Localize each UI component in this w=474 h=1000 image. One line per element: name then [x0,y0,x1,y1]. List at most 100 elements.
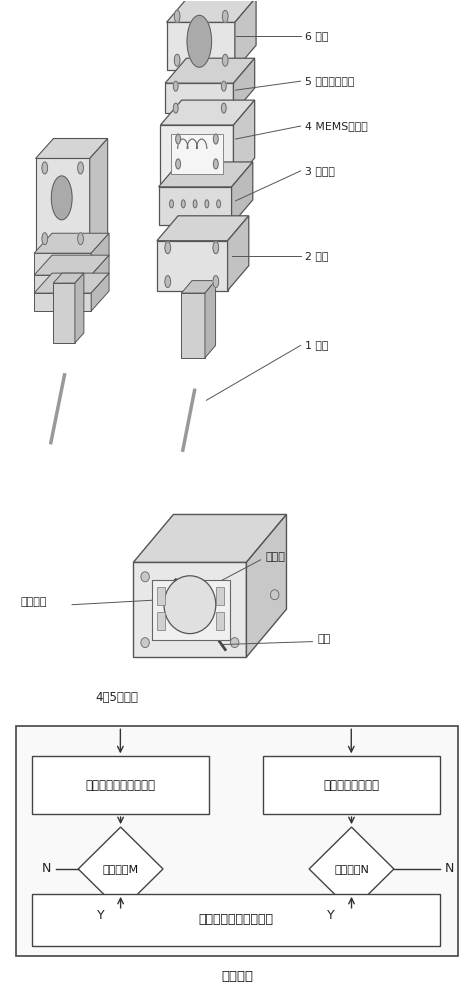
Polygon shape [78,827,163,911]
Polygon shape [91,255,109,293]
Circle shape [213,134,218,144]
Circle shape [221,81,226,91]
Polygon shape [34,273,109,293]
Polygon shape [34,233,109,253]
Polygon shape [234,58,255,113]
Circle shape [165,276,171,288]
Circle shape [42,233,47,245]
Polygon shape [157,216,249,241]
Bar [34,275,91,293]
Polygon shape [165,58,255,83]
Ellipse shape [271,590,279,600]
Circle shape [78,233,83,245]
Circle shape [221,103,226,113]
Bar [157,241,228,291]
Text: 是否大于N: 是否大于N [334,864,369,874]
Text: 是否大于M: 是否大于M [102,864,139,874]
Text: 监测陀螺仪倾角变化值: 监测陀螺仪倾角变化值 [85,779,155,792]
Polygon shape [232,162,253,225]
Text: Y: Y [328,909,335,922]
Polygon shape [234,100,255,183]
Ellipse shape [164,576,216,634]
Circle shape [170,200,173,208]
Polygon shape [90,139,108,253]
Bar [133,562,246,657]
Circle shape [205,200,209,208]
Bar [16,726,458,956]
Bar [34,253,91,275]
Bar [152,580,230,640]
Circle shape [173,81,178,91]
Bar [157,587,165,605]
Bar [182,293,205,358]
Text: 6 盖板: 6 盖板 [305,31,328,41]
Polygon shape [75,273,84,343]
Bar [171,134,223,174]
Circle shape [213,242,219,254]
Polygon shape [160,100,255,125]
Bar [166,22,235,70]
Text: Y: Y [97,909,104,922]
Bar [160,125,234,183]
Bar [165,83,234,113]
Text: 焊枪发生碰撞停机报警: 焊枪发生碰撞停机报警 [198,913,273,926]
Circle shape [174,10,180,22]
Circle shape [217,200,220,208]
Bar [36,158,90,253]
Polygon shape [91,273,109,311]
Text: N: N [41,862,51,875]
Polygon shape [235,0,256,70]
Bar [32,894,439,946]
Bar [216,587,224,605]
Bar [157,612,165,630]
Polygon shape [309,827,394,911]
Polygon shape [34,255,109,275]
Polygon shape [228,216,249,291]
Bar [158,187,232,225]
Polygon shape [205,281,216,358]
Text: 碰撞识别: 碰撞识别 [221,970,253,983]
Polygon shape [166,0,256,22]
Circle shape [78,162,83,174]
Bar [53,283,75,343]
Text: 3 减震垫: 3 减震垫 [305,166,335,176]
Circle shape [213,159,218,169]
Circle shape [174,54,180,66]
Polygon shape [158,162,253,187]
Circle shape [176,134,181,144]
Text: 4 MEMS传感器: 4 MEMS传感器 [305,121,368,131]
Text: 1 焊丝: 1 焊丝 [305,340,328,350]
Polygon shape [36,139,108,158]
Text: 2 枪头: 2 枪头 [305,251,328,261]
Circle shape [222,10,228,22]
Circle shape [165,242,171,254]
Text: 5 碰撞识别电路: 5 碰撞识别电路 [305,76,355,86]
Polygon shape [91,233,109,275]
Text: 监测加速度变化值: 监测加速度变化值 [323,779,379,792]
Polygon shape [133,514,286,562]
Ellipse shape [141,572,149,582]
Circle shape [182,200,185,208]
Circle shape [173,103,178,113]
Circle shape [51,176,72,220]
Bar [34,293,91,311]
Text: 焊丝: 焊丝 [317,634,330,644]
Polygon shape [53,273,84,283]
Text: 电子元件: 电子元件 [20,597,47,607]
Bar [263,756,439,814]
Text: 屏蔽环: 屏蔽环 [265,552,285,562]
Polygon shape [182,281,216,293]
Ellipse shape [141,638,149,648]
Circle shape [193,200,197,208]
Circle shape [42,162,47,174]
Circle shape [222,54,228,66]
Circle shape [213,276,219,288]
Text: N: N [444,862,454,875]
Circle shape [187,15,211,67]
Polygon shape [246,514,286,657]
Text: 4、5细节图: 4、5细节图 [96,691,138,704]
Ellipse shape [230,638,239,648]
Bar [216,612,224,630]
Bar [32,756,209,814]
Circle shape [176,159,181,169]
